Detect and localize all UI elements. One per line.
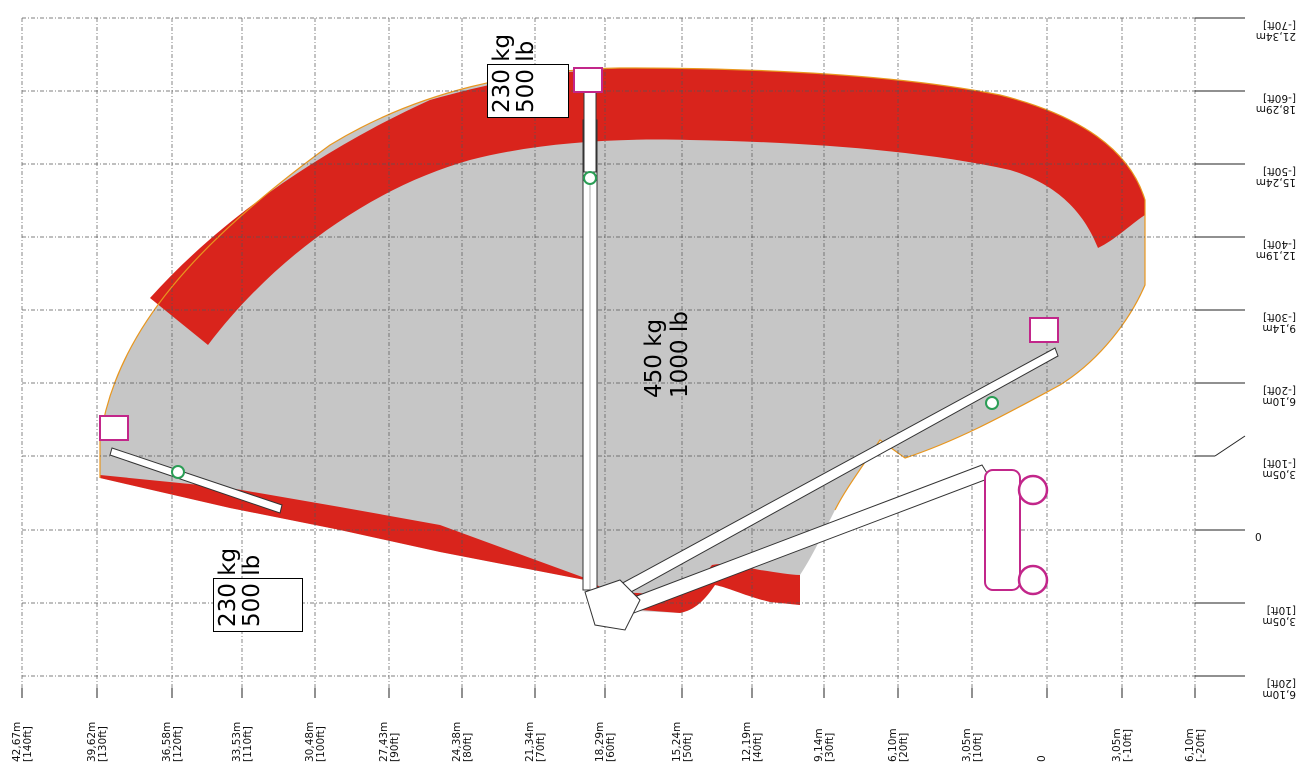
top-jib bbox=[583, 91, 597, 173]
joint-right bbox=[985, 396, 999, 410]
x-axis-label-imperial: [100ft] bbox=[315, 726, 327, 762]
y-tick-leader bbox=[1214, 435, 1246, 457]
y-axis-label-imperial: [-60ft] bbox=[1263, 92, 1296, 104]
load-label-center: 450 kg 1000 lb bbox=[641, 311, 693, 398]
y-axis-label: 6,10m [-20ft] bbox=[1244, 384, 1296, 407]
y-axis-label-metric: 9,14m bbox=[1262, 322, 1296, 334]
x-axis-label-imperial: [40ft] bbox=[752, 732, 764, 762]
x-axis-label-imperial: [110ft] bbox=[242, 726, 254, 762]
y-axis-label-metric: 21,34m bbox=[1255, 30, 1296, 42]
y-axis-label: 6,10m [20ft] bbox=[1244, 677, 1296, 700]
x-axis-label-imperial: [130ft] bbox=[97, 726, 109, 762]
y-axis-label-metric: 15,24m bbox=[1255, 176, 1296, 188]
x-axis-label: 36,58m [120ft] bbox=[161, 722, 184, 762]
rear-wheel bbox=[1017, 564, 1049, 596]
load-label-left: 230 kg 500 lb bbox=[213, 548, 303, 632]
y-axis-label: 3,05m [-10ft] bbox=[1244, 457, 1296, 480]
x-axis-label-imperial: [50ft] bbox=[682, 732, 694, 762]
x-axis-label: 33,53m [110ft] bbox=[231, 722, 254, 762]
x-axis-label: 39,62m [130ft] bbox=[86, 722, 109, 762]
y-axis-label: 9,14m [-30ft] bbox=[1244, 311, 1296, 334]
x-axis-label-imperial: [80ft] bbox=[462, 732, 474, 762]
front-wheel bbox=[1017, 474, 1049, 506]
restricted-zone-upper bbox=[150, 68, 1145, 345]
load-label-top: 230 kg 500 lb bbox=[487, 34, 569, 118]
y-axis-label-metric: 12,19m bbox=[1255, 249, 1296, 261]
x-axis-label-imperial: [70ft] bbox=[535, 732, 547, 762]
x-axis-label-imperial: [120ft] bbox=[172, 726, 184, 762]
y-axis-label-imperial: [-30ft] bbox=[1263, 311, 1296, 323]
y-axis-label-imperial: [10ft] bbox=[1266, 604, 1296, 616]
x-axis-label: 15,24m [50ft] bbox=[671, 722, 694, 762]
x-axis-label: 27,43m [90ft] bbox=[378, 722, 401, 762]
x-axis-label-imperial: [-20ft] bbox=[1195, 729, 1207, 762]
x-axis-label-metric: 0 bbox=[1036, 755, 1048, 762]
x-axis-label: 6,10m [20ft] bbox=[887, 728, 910, 762]
x-axis-label-imperial: [-10ft] bbox=[1122, 729, 1134, 762]
boom-lift-drawing bbox=[99, 67, 1059, 631]
y-axis-label: 18,29m [-60ft] bbox=[1244, 92, 1296, 115]
x-axis-label: 24,38m [80ft] bbox=[451, 722, 474, 762]
x-axis-label: 3,05m [10ft] bbox=[961, 728, 984, 762]
x-axis-label-imperial: [140ft] bbox=[22, 726, 34, 762]
x-axis-label: 42,67m [140ft] bbox=[11, 722, 34, 762]
y-axis-label: 12,19m [-40ft] bbox=[1244, 238, 1296, 261]
y-axis-label-metric: 3,05m bbox=[1262, 468, 1296, 480]
x-axis-label: 21,34m [70ft] bbox=[524, 722, 547, 762]
x-axis-label: 12,19m [40ft] bbox=[741, 722, 764, 762]
y-axis-label-imperial: [-10ft] bbox=[1263, 457, 1296, 469]
joint-top bbox=[583, 171, 597, 185]
y-axis-label-metric: 0 bbox=[1255, 532, 1262, 544]
x-axis-label-imperial: [20ft] bbox=[898, 732, 910, 762]
x-axis-label: 6,10m [-20ft] bbox=[1184, 728, 1207, 762]
axis-ticks bbox=[21, 17, 1246, 698]
left-boom bbox=[109, 447, 283, 514]
x-axis-label: 18,29m [60ft] bbox=[594, 722, 617, 762]
y-axis-label-metric: 6,10m bbox=[1262, 395, 1296, 407]
x-axis-label-imperial: [60ft] bbox=[605, 732, 617, 762]
x-axis-label: 30,48m [100ft] bbox=[304, 722, 327, 762]
y-axis-label-imperial: [-20ft] bbox=[1263, 384, 1296, 396]
y-axis-label: 0 bbox=[1255, 533, 1262, 544]
x-axis-label-imperial: [30ft] bbox=[824, 732, 836, 762]
joint-left bbox=[171, 465, 185, 479]
x-axis-label-imperial: [90ft] bbox=[389, 732, 401, 762]
y-axis-label: 3,05m [10ft] bbox=[1244, 604, 1296, 627]
y-axis-label-imperial: [-40ft] bbox=[1263, 238, 1296, 250]
x-axis-label-imperial: [10ft] bbox=[972, 732, 984, 762]
y-axis-label-metric: 3,05m bbox=[1262, 615, 1296, 627]
y-axis-label-metric: 18,29m bbox=[1255, 103, 1296, 115]
basket-left bbox=[99, 415, 129, 441]
y-axis-label-imperial: [-50ft] bbox=[1263, 165, 1296, 177]
y-axis-label: 15,24m [-50ft] bbox=[1244, 165, 1296, 188]
x-axis-label: 0 bbox=[1036, 755, 1048, 762]
machine-chassis bbox=[984, 469, 1021, 591]
x-axis-label: 9,14m [30ft] bbox=[813, 728, 836, 762]
y-axis-label-imperial: [-70ft] bbox=[1263, 19, 1296, 31]
x-axis-label: 3,05m [-10ft] bbox=[1111, 728, 1134, 762]
boom-knuckle bbox=[584, 579, 641, 631]
y-axis-label: 21,34m [-70ft] bbox=[1244, 19, 1296, 42]
y-axis-label-metric: 6,10m bbox=[1262, 688, 1296, 700]
basket-right bbox=[1029, 317, 1059, 343]
y-axis-label-imperial: [20ft] bbox=[1266, 677, 1296, 689]
basket-top bbox=[573, 67, 603, 93]
